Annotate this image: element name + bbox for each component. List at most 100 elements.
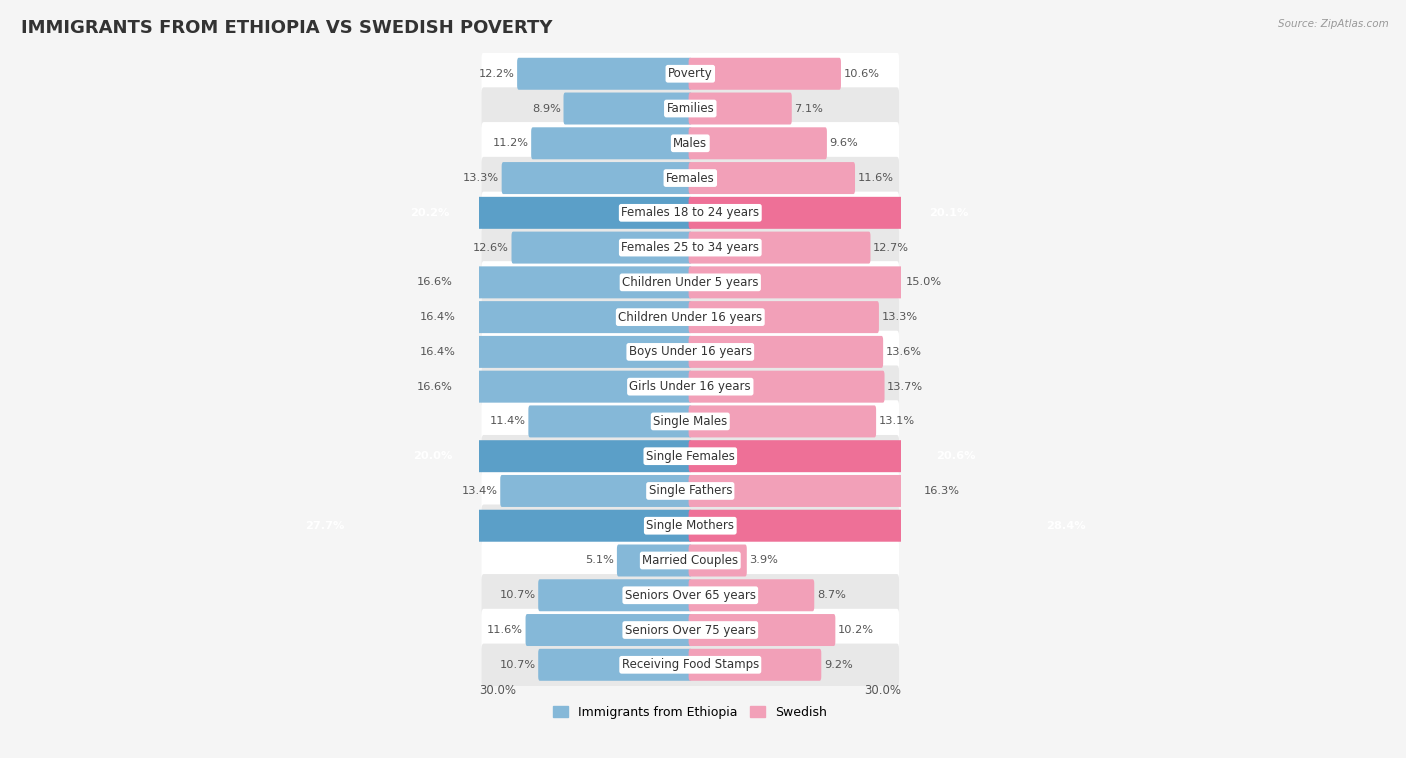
Text: Poverty: Poverty <box>668 67 713 80</box>
FancyBboxPatch shape <box>482 539 898 581</box>
Text: 10.7%: 10.7% <box>499 659 536 670</box>
FancyBboxPatch shape <box>482 262 898 303</box>
Text: 13.4%: 13.4% <box>461 486 498 496</box>
Text: 20.2%: 20.2% <box>411 208 450 218</box>
Text: 13.3%: 13.3% <box>463 173 499 183</box>
FancyBboxPatch shape <box>689 406 876 437</box>
Text: Married Couples: Married Couples <box>643 554 738 567</box>
FancyBboxPatch shape <box>689 579 814 611</box>
FancyBboxPatch shape <box>689 232 870 264</box>
Text: 16.4%: 16.4% <box>419 312 456 322</box>
FancyBboxPatch shape <box>482 435 898 478</box>
Text: 9.6%: 9.6% <box>830 138 858 149</box>
Text: 12.6%: 12.6% <box>472 243 509 252</box>
FancyBboxPatch shape <box>405 197 692 229</box>
FancyBboxPatch shape <box>299 509 692 542</box>
Text: Females 25 to 34 years: Females 25 to 34 years <box>621 241 759 254</box>
FancyBboxPatch shape <box>689 266 903 299</box>
Text: 10.2%: 10.2% <box>838 625 875 635</box>
Text: 11.6%: 11.6% <box>858 173 894 183</box>
FancyBboxPatch shape <box>529 406 692 437</box>
FancyBboxPatch shape <box>482 609 898 651</box>
FancyBboxPatch shape <box>456 266 692 299</box>
FancyBboxPatch shape <box>482 157 898 199</box>
FancyBboxPatch shape <box>689 649 821 681</box>
Text: Families: Families <box>666 102 714 115</box>
Text: 15.0%: 15.0% <box>905 277 942 287</box>
Text: 5.1%: 5.1% <box>585 556 614 565</box>
Text: 13.6%: 13.6% <box>886 347 922 357</box>
Text: IMMIGRANTS FROM ETHIOPIA VS SWEDISH POVERTY: IMMIGRANTS FROM ETHIOPIA VS SWEDISH POVE… <box>21 19 553 37</box>
FancyBboxPatch shape <box>456 371 692 402</box>
Text: 16.6%: 16.6% <box>416 382 453 392</box>
Text: 16.3%: 16.3% <box>924 486 960 496</box>
FancyBboxPatch shape <box>689 544 747 577</box>
FancyBboxPatch shape <box>502 162 692 194</box>
Text: 16.6%: 16.6% <box>416 277 453 287</box>
FancyBboxPatch shape <box>689 58 841 89</box>
FancyBboxPatch shape <box>458 336 692 368</box>
Text: 8.7%: 8.7% <box>817 590 845 600</box>
FancyBboxPatch shape <box>689 509 1091 542</box>
Text: Boys Under 16 years: Boys Under 16 years <box>628 346 752 359</box>
Text: 20.0%: 20.0% <box>413 451 453 461</box>
FancyBboxPatch shape <box>538 579 692 611</box>
Text: 9.2%: 9.2% <box>824 659 852 670</box>
FancyBboxPatch shape <box>482 227 898 269</box>
Text: 11.6%: 11.6% <box>486 625 523 635</box>
FancyBboxPatch shape <box>689 475 921 507</box>
FancyBboxPatch shape <box>689 336 883 368</box>
Text: Single Females: Single Females <box>645 449 735 462</box>
Text: 11.2%: 11.2% <box>492 138 529 149</box>
Text: Seniors Over 65 years: Seniors Over 65 years <box>624 589 756 602</box>
Text: 8.9%: 8.9% <box>531 104 561 114</box>
Text: 3.9%: 3.9% <box>749 556 778 565</box>
Text: 10.6%: 10.6% <box>844 69 880 79</box>
FancyBboxPatch shape <box>689 371 884 402</box>
Text: 12.7%: 12.7% <box>873 243 910 252</box>
FancyBboxPatch shape <box>538 649 692 681</box>
Text: 11.4%: 11.4% <box>489 416 526 427</box>
Text: Males: Males <box>673 136 707 150</box>
FancyBboxPatch shape <box>689 614 835 646</box>
FancyBboxPatch shape <box>689 92 792 124</box>
FancyBboxPatch shape <box>517 58 692 89</box>
Text: Single Males: Single Males <box>654 415 727 428</box>
FancyBboxPatch shape <box>689 162 855 194</box>
Text: Receiving Food Stamps: Receiving Food Stamps <box>621 658 759 672</box>
FancyBboxPatch shape <box>482 365 898 408</box>
FancyBboxPatch shape <box>512 232 692 264</box>
Text: 20.1%: 20.1% <box>929 208 969 218</box>
Text: 27.7%: 27.7% <box>305 521 344 531</box>
FancyBboxPatch shape <box>689 197 974 229</box>
Text: 10.7%: 10.7% <box>499 590 536 600</box>
FancyBboxPatch shape <box>482 330 898 373</box>
Text: 28.4%: 28.4% <box>1046 521 1085 531</box>
Text: Seniors Over 75 years: Seniors Over 75 years <box>624 624 756 637</box>
Text: 13.7%: 13.7% <box>887 382 924 392</box>
FancyBboxPatch shape <box>482 192 898 234</box>
Text: 13.1%: 13.1% <box>879 416 915 427</box>
FancyBboxPatch shape <box>689 440 981 472</box>
FancyBboxPatch shape <box>458 301 692 333</box>
Text: Source: ZipAtlas.com: Source: ZipAtlas.com <box>1278 19 1389 29</box>
FancyBboxPatch shape <box>564 92 692 124</box>
Text: 30.0%: 30.0% <box>863 684 901 697</box>
FancyBboxPatch shape <box>482 52 898 95</box>
Text: Females: Females <box>666 171 714 184</box>
Text: Children Under 16 years: Children Under 16 years <box>619 311 762 324</box>
FancyBboxPatch shape <box>689 127 827 159</box>
Text: 7.1%: 7.1% <box>794 104 823 114</box>
Text: 13.3%: 13.3% <box>882 312 918 322</box>
Text: 20.6%: 20.6% <box>936 451 976 461</box>
FancyBboxPatch shape <box>526 614 692 646</box>
Text: Children Under 5 years: Children Under 5 years <box>621 276 759 289</box>
Text: Girls Under 16 years: Girls Under 16 years <box>630 381 751 393</box>
FancyBboxPatch shape <box>482 644 898 686</box>
FancyBboxPatch shape <box>482 400 898 443</box>
Text: 16.4%: 16.4% <box>419 347 456 357</box>
FancyBboxPatch shape <box>482 505 898 547</box>
FancyBboxPatch shape <box>482 87 898 130</box>
FancyBboxPatch shape <box>531 127 692 159</box>
FancyBboxPatch shape <box>501 475 692 507</box>
